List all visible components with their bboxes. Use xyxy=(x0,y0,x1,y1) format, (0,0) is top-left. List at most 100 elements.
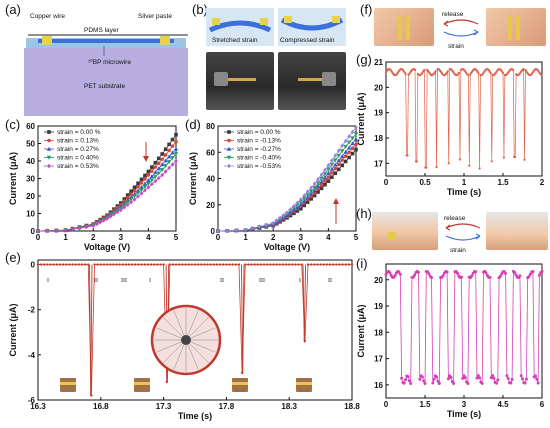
data-point xyxy=(259,263,263,266)
data-point xyxy=(518,274,522,278)
data-point xyxy=(509,381,513,385)
data-point xyxy=(143,173,147,178)
data-point xyxy=(160,152,164,156)
wheel-spoke xyxy=(185,310,199,341)
data-point xyxy=(140,263,143,266)
data-point xyxy=(347,263,351,266)
data-point xyxy=(124,263,128,266)
data-point xyxy=(474,270,478,274)
y-tick-label: 18 xyxy=(374,134,383,143)
data-point xyxy=(52,263,55,266)
data-point xyxy=(143,188,147,193)
data-point xyxy=(231,263,234,266)
data-point xyxy=(514,155,517,159)
data-point xyxy=(160,172,164,178)
y-tick-label: 17 xyxy=(374,159,383,168)
data-point xyxy=(275,263,278,266)
finger-arrows: release strain xyxy=(442,11,479,50)
data-point xyxy=(143,263,146,266)
data-point xyxy=(313,263,316,266)
data-point xyxy=(284,263,288,266)
data-point xyxy=(420,375,424,379)
data-point xyxy=(312,185,317,190)
data-point xyxy=(58,263,62,266)
data-point xyxy=(247,263,250,266)
data-point xyxy=(323,167,327,173)
data-point xyxy=(423,68,426,71)
data-point xyxy=(326,167,331,172)
data-point xyxy=(346,140,352,145)
data-point xyxy=(127,263,131,266)
data-point xyxy=(227,130,231,134)
data-point xyxy=(326,171,331,176)
phase-label: III xyxy=(121,278,127,284)
wrist-release-label: release xyxy=(444,215,466,222)
wheel-spoke xyxy=(156,327,187,341)
data-point xyxy=(149,263,153,266)
data-point xyxy=(484,271,488,275)
finger-strain-label: strain xyxy=(448,43,464,50)
data-point xyxy=(134,263,137,266)
data-point xyxy=(152,263,156,266)
x-tick-label: 3 xyxy=(462,400,467,409)
pet-label: PET substrate xyxy=(84,83,125,90)
data-point xyxy=(146,169,151,174)
data-point xyxy=(328,263,332,266)
y-tick-label: 20 xyxy=(206,201,215,210)
y-tick-label: 80 xyxy=(206,122,215,131)
data-point xyxy=(476,374,480,378)
data-point xyxy=(45,228,49,234)
data-point xyxy=(305,189,310,194)
data-point xyxy=(323,179,327,183)
data-point xyxy=(329,162,335,167)
plot-frame xyxy=(37,259,353,401)
x-tick-label: 0 xyxy=(384,178,389,187)
wrist-bent-photo xyxy=(486,212,548,250)
data-point xyxy=(174,158,178,164)
data-point xyxy=(291,263,294,266)
data-point xyxy=(243,227,248,233)
data-point xyxy=(139,188,144,193)
wheel-hub xyxy=(181,335,191,345)
data-point xyxy=(139,181,144,185)
data-point xyxy=(153,165,158,169)
data-point xyxy=(269,263,272,266)
data-point xyxy=(343,154,348,158)
data-point xyxy=(341,263,344,266)
data-point xyxy=(536,381,540,385)
data-point xyxy=(305,200,310,204)
data-point xyxy=(326,179,331,183)
data-point xyxy=(227,138,231,143)
x-tick-label: 2 xyxy=(271,233,276,242)
data-point xyxy=(329,166,335,171)
chart-d: 0 1 2 3 4 5 0 20 40 60 80 Voltage (V) Current (μA) st… xyxy=(188,122,358,252)
data-point xyxy=(523,381,527,385)
x-axis-label: Time (s) xyxy=(447,187,481,197)
y-tick-label: 20 xyxy=(374,276,383,285)
data-point xyxy=(506,376,510,380)
y-axis-label: Current (μA) xyxy=(356,304,366,357)
data-point xyxy=(170,156,175,161)
y-tick-label: 20 xyxy=(374,83,383,92)
data-point xyxy=(156,156,161,161)
wrist-arrows: release strain xyxy=(444,215,481,254)
data-point xyxy=(335,263,338,266)
data-point xyxy=(142,185,148,190)
data-point xyxy=(171,263,175,266)
data-point xyxy=(422,379,426,383)
data-point xyxy=(129,189,133,193)
data-point xyxy=(340,149,345,154)
data-point xyxy=(74,263,77,266)
data-point xyxy=(430,276,433,280)
data-point xyxy=(466,381,470,385)
data-point xyxy=(102,263,106,266)
data-point xyxy=(340,163,344,168)
data-point xyxy=(350,141,355,146)
data-point xyxy=(478,167,481,170)
x-tick-label: 1.5 xyxy=(419,400,431,409)
data-point xyxy=(132,185,137,190)
data-point xyxy=(159,263,162,266)
data-point xyxy=(531,269,535,273)
stretched-photo xyxy=(206,52,274,110)
